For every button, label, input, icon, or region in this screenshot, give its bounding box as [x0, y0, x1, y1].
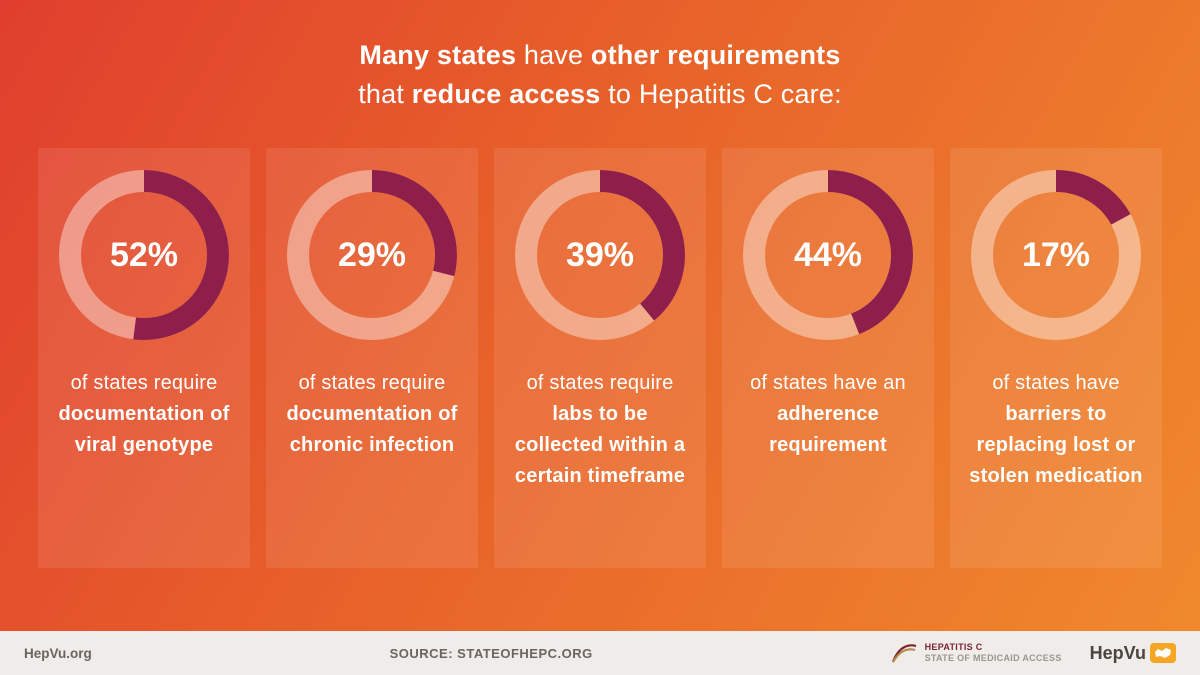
- desc-pre: of states require: [299, 372, 446, 394]
- stat-card: 17% of states have barriers to replacing …: [950, 148, 1162, 568]
- infographic-page: Many states have other requirements that…: [0, 0, 1200, 675]
- donut-pct-label: 39%: [515, 170, 685, 340]
- header-l2-light-a: that: [358, 79, 412, 109]
- stat-description: of states require documentation of viral…: [52, 368, 236, 461]
- donut-chart: 52%: [59, 170, 229, 340]
- footer-source: SOURCE: STATEOFHEPC.ORG: [92, 646, 891, 661]
- header-l1-bold-a: Many states: [359, 40, 516, 70]
- stat-card: 29% of states require documentation of ch…: [266, 148, 478, 568]
- stat-card: 44% of states have an adherence requireme…: [722, 148, 934, 568]
- desc-bold: adherence requirement: [769, 403, 887, 456]
- footer: HepVu.org SOURCE: STATEOFHEPC.ORG HEPATI…: [0, 631, 1200, 675]
- donut-pct-label: 44%: [743, 170, 913, 340]
- brand-hepc-text: HEPATITIS C STATE OF MEDICAID ACCESS: [925, 642, 1062, 664]
- desc-pre: of states have an: [750, 372, 906, 394]
- stat-card: 39% of states require labs to be collecte…: [494, 148, 706, 568]
- stat-description: of states have an adherence requirement: [736, 368, 920, 461]
- header-l1-bold-b: other requirements: [591, 40, 841, 70]
- desc-pre: of states require: [71, 372, 218, 394]
- brand-hepvu-badge-icon: [1150, 643, 1176, 663]
- desc-bold: documentation of viral genotype: [59, 403, 230, 456]
- brand-hepvu: HepVu: [1090, 643, 1176, 664]
- stat-description: of states require documentation of chron…: [280, 368, 464, 461]
- desc-pre: of states have: [992, 372, 1119, 394]
- header-l2-light-b: to Hepatitis C care:: [601, 79, 842, 109]
- brand-hepc-icon: [891, 642, 917, 664]
- donut-chart: 29%: [287, 170, 457, 340]
- desc-bold: barriers to replacing lost or stolen med…: [969, 403, 1142, 487]
- footer-left: HepVu.org: [24, 646, 92, 661]
- donut-pct-label: 52%: [59, 170, 229, 340]
- brand-hepc-line2: STATE OF MEDICAID ACCESS: [925, 653, 1062, 664]
- donut-chart: 44%: [743, 170, 913, 340]
- header-l2-bold-a: reduce access: [412, 79, 601, 109]
- desc-bold: documentation of chronic infection: [287, 403, 458, 456]
- donut-chart: 39%: [515, 170, 685, 340]
- footer-branding: HEPATITIS C STATE OF MEDICAID ACCESS Hep…: [891, 642, 1176, 664]
- donut-chart: 17%: [971, 170, 1141, 340]
- desc-bold: labs to be collected within a certain ti…: [515, 403, 685, 487]
- stat-description: of states have barriers to replacing los…: [964, 368, 1148, 492]
- cards-row: 52% of states require documentation of vi…: [0, 114, 1200, 568]
- desc-pre: of states require: [527, 372, 674, 394]
- header-line-2: that reduce access to Hepatitis C care:: [0, 75, 1200, 114]
- donut-pct-label: 29%: [287, 170, 457, 340]
- brand-hepvu-text: HepVu: [1090, 643, 1146, 664]
- header-line-1: Many states have other requirements: [0, 36, 1200, 75]
- brand-hepc: HEPATITIS C STATE OF MEDICAID ACCESS: [891, 642, 1062, 664]
- stat-card: 52% of states require documentation of vi…: [38, 148, 250, 568]
- donut-pct-label: 17%: [971, 170, 1141, 340]
- header: Many states have other requirements that…: [0, 0, 1200, 114]
- brand-hepc-line1: HEPATITIS C: [925, 642, 1062, 653]
- stat-description: of states require labs to be collected w…: [508, 368, 692, 492]
- header-l1-light-a: have: [516, 40, 591, 70]
